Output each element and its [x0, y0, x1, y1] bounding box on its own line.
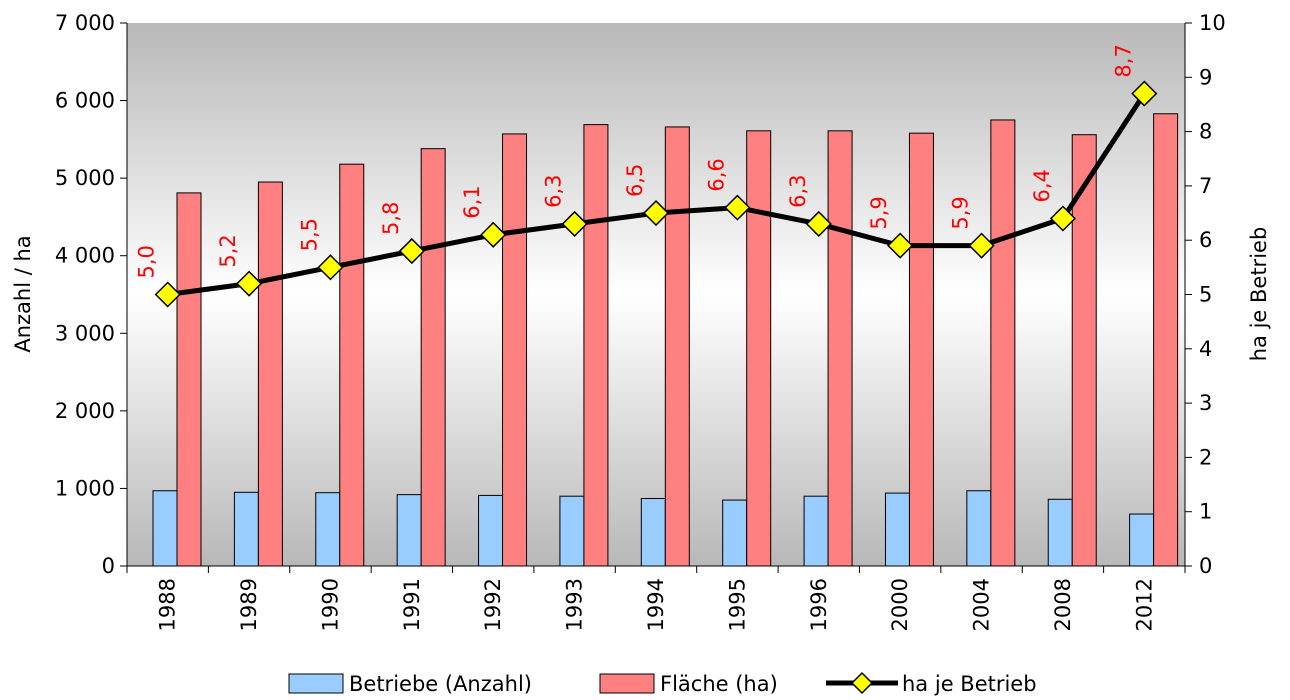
- x-tick-label: 1992: [481, 578, 505, 631]
- bar-flaeche: [990, 119, 1016, 567]
- legend-swatch-betriebe: [288, 673, 344, 694]
- bar-betriebe: [559, 495, 585, 567]
- x-tick-label: 1996: [807, 578, 831, 631]
- marker-ha-je-betrieb: [724, 194, 751, 221]
- data-label-ha-je-betrieb: 5,5: [297, 218, 321, 251]
- y-right-tick-label: 1: [1199, 500, 1212, 524]
- marker-ha-je-betrieb: [398, 237, 425, 265]
- y-left-tick-label: 2 000: [55, 399, 115, 423]
- data-label-ha-je-betrieb: 8,7: [1111, 44, 1135, 77]
- bar-betriebe: [1129, 513, 1155, 567]
- legend-swatch-flaeche: [599, 673, 655, 694]
- x-tick-label: 2004: [970, 578, 994, 631]
- bar-flaeche: [664, 126, 690, 567]
- bar-betriebe: [315, 492, 341, 567]
- bar-betriebe: [478, 494, 504, 567]
- bar-flaeche: [1153, 113, 1179, 567]
- data-label-ha-je-betrieb: 6,4: [1030, 169, 1054, 202]
- x-tick-label: 2000: [888, 578, 912, 631]
- bar-flaeche: [908, 132, 934, 567]
- y-left-axis-title: Anzahl / ha: [11, 235, 35, 352]
- marker-ha-je-betrieb: [154, 281, 181, 308]
- labels-layer: 5,0 5,2 5,5 5,8 6,1 6,3 6,5 6,6 6,3 5,9 5,9 6,4 8,7: [135, 44, 1136, 278]
- marker-ha-je-betrieb: [887, 232, 914, 259]
- x-tick-label: 1995: [725, 578, 749, 631]
- marker-ha-je-betrieb: [317, 254, 344, 281]
- x-tick-label: 1991: [400, 578, 424, 631]
- bar-flaeche: [257, 181, 283, 567]
- bar-flaeche: [827, 130, 853, 567]
- x-tick-label: 1993: [563, 578, 587, 631]
- y-right-tick-label: 2: [1199, 445, 1212, 469]
- y-left-tick-label: 4 000: [55, 244, 115, 268]
- bar-betriebe: [966, 490, 992, 567]
- bar-flaeche: [502, 133, 528, 567]
- data-label-ha-je-betrieb: 5,2: [216, 234, 240, 267]
- legend: Betriebe (Anzahl) Fläche (ha) ha je Betr…: [288, 671, 1037, 696]
- bar-flaeche: [746, 130, 772, 567]
- y-right-tick-label: 9: [1199, 65, 1212, 89]
- data-label-ha-je-betrieb: 5,8: [379, 202, 403, 235]
- marker-ha-je-betrieb: [642, 199, 670, 227]
- marker-ha-je-betrieb: [968, 232, 995, 259]
- plot-area: [127, 23, 1185, 566]
- bar-betriebe: [233, 491, 259, 567]
- y-right-tick-label: 0: [1199, 554, 1212, 578]
- y-left-tick-label: 3 000: [55, 321, 115, 345]
- y-right-tick-label: 5: [1199, 283, 1212, 307]
- data-label-ha-je-betrieb: 6,6: [704, 158, 728, 191]
- x-tick-label: 1988: [156, 578, 180, 631]
- y-right-tick-label: 6: [1199, 228, 1212, 252]
- bar-betriebe: [803, 495, 829, 567]
- marker-ha-je-betrieb: [805, 210, 832, 237]
- marker-ha-je-betrieb: [480, 221, 507, 248]
- y-right-tick-label: 3: [1199, 391, 1212, 415]
- x-tick-label: 1989: [237, 578, 261, 631]
- bar-flaeche: [420, 148, 446, 567]
- y-right-tick-label: 7: [1199, 174, 1212, 198]
- bar-flaeche: [176, 192, 202, 567]
- y-left-tick-label: 1 000: [55, 476, 115, 500]
- bar-betriebe: [884, 492, 910, 567]
- marker-ha-je-betrieb: [1049, 205, 1076, 232]
- y-right-tick-label: 10: [1199, 11, 1226, 35]
- legend-label-flaeche: Fläche (ha): [660, 672, 778, 696]
- y-left-tick-label: 0: [102, 554, 115, 578]
- bar-betriebe: [640, 498, 666, 567]
- y-right-tick-label: 8: [1199, 120, 1212, 144]
- y-left-tick-label: 6 000: [55, 89, 115, 113]
- data-label-ha-je-betrieb: 5,0: [135, 245, 159, 278]
- bar-flaeche: [583, 124, 609, 567]
- marker-ha-je-betrieb: [1131, 80, 1158, 107]
- bars-layer: [152, 113, 1179, 567]
- x-tick-label: 2008: [1051, 578, 1075, 631]
- legend-label-ha-je-betrieb: ha je Betrieb: [902, 672, 1037, 696]
- data-label-ha-je-betrieb: 6,3: [542, 175, 566, 208]
- data-label-ha-je-betrieb: 6,5: [623, 164, 647, 197]
- y-left-tick-label: 7 000: [55, 11, 115, 35]
- legend-label-betriebe: Betriebe (Anzahl): [349, 672, 532, 696]
- bar-betriebe: [722, 499, 748, 567]
- axes-layer: 0 1 000 2 000 3 000 4 000 5 000 6 000 7 000 0 1 2 3…: [55, 11, 1226, 631]
- bar-flaeche: [1071, 134, 1097, 567]
- line-layer: [154, 80, 1158, 308]
- x-tick-label: 2012: [1132, 578, 1156, 631]
- data-label-ha-je-betrieb: 6,1: [460, 185, 484, 218]
- marker-ha-je-betrieb: [561, 210, 588, 237]
- y-right-axis-title: ha je Betrieb: [1247, 227, 1271, 362]
- marker-ha-je-betrieb: [236, 270, 263, 297]
- data-label-ha-je-betrieb: 5,9: [867, 196, 891, 229]
- bar-flaeche: [339, 163, 365, 567]
- bar-betriebe: [1047, 498, 1073, 567]
- y-left-tick-label: 5 000: [55, 166, 115, 190]
- data-label-ha-je-betrieb: 6,3: [786, 175, 810, 208]
- bar-betriebe: [396, 494, 422, 567]
- legend-marker-ha-je-betrieb: [850, 671, 874, 695]
- bar-betriebe: [152, 490, 178, 567]
- y-right-tick-label: 4: [1199, 337, 1212, 361]
- x-tick-label: 1994: [644, 578, 668, 631]
- x-tick-label: 1990: [318, 578, 342, 631]
- data-label-ha-je-betrieb: 5,9: [949, 196, 973, 229]
